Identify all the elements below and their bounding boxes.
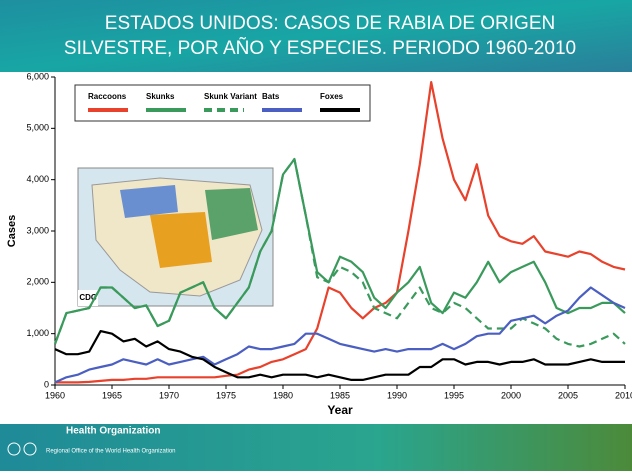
title-line: ESTADOS UNIDOS: CASOS DE RABIA DE ORIGEN	[105, 13, 555, 34]
legend-label: Skunks	[146, 92, 175, 101]
footer-org: Health Organization	[66, 426, 160, 437]
y-tick-label: 0	[44, 379, 49, 389]
map-inset: CDC	[78, 168, 273, 306]
x-tick-label: 1965	[102, 390, 122, 400]
footer-sub: Regional Office of the World Health Orga…	[46, 449, 176, 455]
inset-region	[150, 212, 212, 268]
x-tick-label: 1970	[159, 390, 179, 400]
legend-label: Skunk Variant	[204, 92, 257, 101]
x-tick-label: 1975	[216, 390, 236, 400]
x-tick-label: 2010	[615, 390, 632, 400]
y-tick-label: 6,000	[26, 71, 49, 81]
slide: ESTADOS UNIDOS: CASOS DE RABIA DE ORIGEN…	[0, 0, 632, 471]
y-tick-label: 2,000	[26, 277, 49, 287]
x-axis-label: Year	[327, 403, 353, 417]
legend-label: Foxes	[320, 92, 344, 101]
x-tick-label: 2005	[558, 390, 578, 400]
x-tick-label: 1980	[273, 390, 293, 400]
title-line: SILVESTRE, POR AÑO Y ESPECIES. PERIODO 1…	[64, 37, 576, 59]
y-axis-label: Cases	[6, 215, 18, 247]
legend-label: Bats	[262, 92, 280, 101]
y-tick-label: 4,000	[26, 174, 49, 184]
x-tick-label: 1995	[444, 390, 464, 400]
title-banner	[0, 0, 632, 72]
y-tick-label: 5,000	[26, 123, 49, 133]
y-tick-label: 3,000	[26, 225, 49, 235]
y-tick-label: 1,000	[26, 328, 49, 338]
x-tick-label: 1990	[387, 390, 407, 400]
legend	[75, 85, 370, 121]
x-tick-label: 2000	[501, 390, 521, 400]
legend-label: Raccoons	[88, 92, 127, 101]
x-tick-label: 1960	[45, 390, 65, 400]
x-tick-label: 1985	[330, 390, 350, 400]
